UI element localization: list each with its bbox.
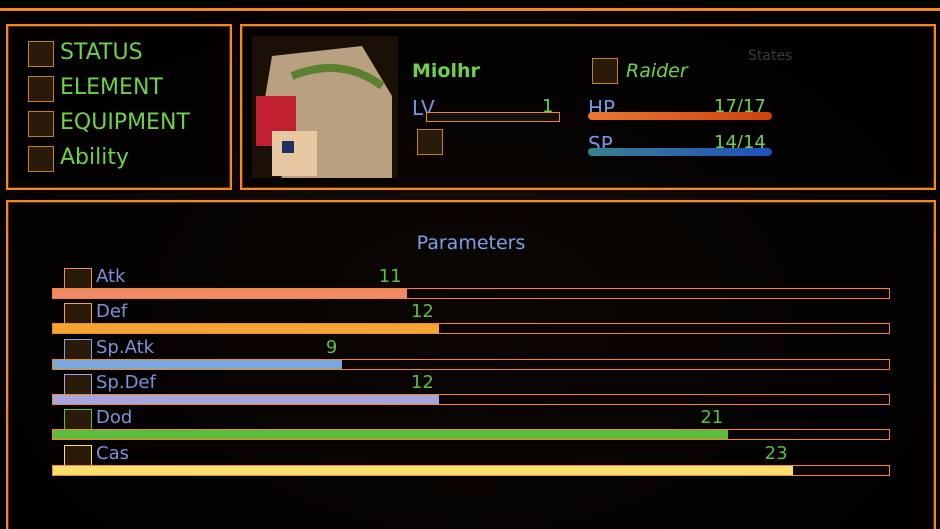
param-bar: [53, 394, 439, 404]
param-bar-track: [52, 358, 890, 370]
hp-value: 17/17: [714, 96, 766, 117]
status-icon: [28, 41, 54, 67]
param-bar-track: [52, 429, 890, 441]
menu-item[interactable]: EQUIPMENT: [60, 110, 190, 135]
class-name: Raider: [626, 60, 688, 82]
class-icon: [592, 58, 618, 84]
element-icon: [28, 76, 54, 102]
param-bar: [53, 430, 729, 440]
param-bar-track: [52, 464, 890, 476]
equipment-icon: [28, 111, 54, 137]
param-name: Dod: [96, 407, 133, 429]
ability-icon: [28, 146, 54, 172]
param-value: 12: [410, 301, 434, 323]
character-panel: Miolhr LV 1 Raider States HP 17/17 SP 14…: [240, 24, 936, 190]
param-name: Def: [96, 301, 128, 323]
param-name: Cas: [96, 442, 129, 464]
param-value: 21: [700, 407, 724, 429]
param-name: Atk: [96, 266, 126, 287]
param-name: Sp.Atk: [96, 336, 155, 358]
lv-bar: [426, 112, 560, 122]
sp-value: 14/14: [714, 132, 766, 153]
parameters-title: Parameters: [416, 232, 526, 254]
character-name: Miolhr: [412, 60, 480, 82]
lv-value: 1: [542, 96, 554, 117]
param-bar: [53, 289, 407, 298]
param-bar: [53, 359, 343, 369]
portrait: [252, 36, 398, 178]
param-value: 23: [764, 442, 788, 464]
param-value: 9: [325, 336, 338, 358]
menu-panel: STATUS ELEMENT EQUIPMENT Ability: [6, 24, 232, 190]
param-bar: [53, 465, 793, 475]
states-label: States: [748, 48, 793, 64]
menu-item[interactable]: ELEMENT: [60, 75, 163, 100]
parameters-panel: Parameters Atk 11 Def 12 Sp.Atk 9 Sp.Def 12 Dod 2…: [6, 200, 936, 529]
param-name: Sp.Def: [96, 371, 156, 393]
param-value: 11: [378, 266, 402, 287]
menu-item[interactable]: Ability: [60, 145, 129, 170]
param-bar-track: [52, 323, 890, 335]
stat-icon: [417, 129, 443, 155]
param-value: 12: [410, 371, 434, 393]
param-bar-track: [52, 288, 890, 299]
hp-bar: [588, 112, 772, 120]
menu-item[interactable]: STATUS: [60, 40, 143, 65]
top-frame-line: [0, 8, 940, 11]
sp-bar: [588, 148, 772, 156]
param-bar-track: [52, 393, 890, 405]
param-bar: [53, 324, 439, 334]
